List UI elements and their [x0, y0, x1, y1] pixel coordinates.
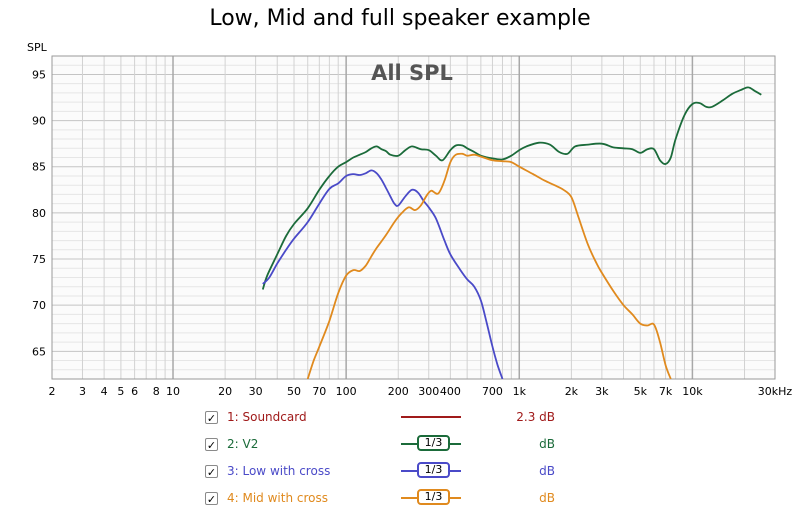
x-tick-label: 2k: [565, 385, 579, 398]
smoothing-label: 1/3: [417, 489, 450, 505]
legend-checkbox-mid[interactable]: ✓: [205, 491, 218, 506]
legend-value: dB: [539, 464, 555, 478]
x-tick-label: 30kHz: [758, 385, 793, 398]
x-tick-label: 8: [153, 385, 160, 398]
plot-frame: [51, 55, 776, 380]
legend-label: 2: V2: [227, 437, 259, 451]
smoothing-label: 1/3: [417, 435, 450, 451]
legend-label: 1: Soundcard: [227, 410, 307, 424]
x-tick-label: 10k: [682, 385, 703, 398]
x-tick-label: 700: [482, 385, 503, 398]
x-tick-label: 50: [287, 385, 301, 398]
x-tick-label: 2: [49, 385, 56, 398]
series-line-1: [261, 86, 762, 290]
y-tick-label: 90: [32, 115, 46, 128]
legend-smoothing-control[interactable]: 1/3: [401, 489, 461, 507]
y-tick-label: 65: [32, 345, 46, 358]
x-tick-label: 7k: [659, 385, 673, 398]
legend-smoothing-control[interactable]: 1/3: [401, 462, 461, 480]
legend-line-sample: [401, 408, 461, 426]
x-tick-label: 1k: [513, 385, 527, 398]
x-tick-label: 200: [388, 385, 409, 398]
x-tick-label: 20: [218, 385, 232, 398]
legend-value: dB: [539, 491, 555, 505]
legend-row-mid[interactable]: ✓ 4: Mid with cross 1/3 dB: [205, 489, 625, 507]
x-tick-label: 3k: [595, 385, 609, 398]
legend-checkbox-soundcard[interactable]: ✓: [205, 410, 218, 425]
series-line-2: [262, 169, 504, 379]
legend-label: 4: Mid with cross: [227, 491, 328, 505]
series-line-3: [306, 152, 672, 379]
x-tick-label: 30: [249, 385, 263, 398]
x-tick-label: 4: [101, 385, 108, 398]
smoothing-label: 1/3: [417, 462, 450, 478]
legend-row-low[interactable]: ✓ 3: Low with cross 1/3 dB: [205, 462, 625, 480]
x-tick-label: 400: [440, 385, 461, 398]
legend-row-v2[interactable]: ✓ 2: V2 1/3 dB: [205, 435, 625, 453]
legend-checkbox-low[interactable]: ✓: [205, 464, 218, 479]
plot-inner-title: All SPL: [371, 61, 453, 85]
y-tick-label: 85: [32, 161, 46, 174]
x-tick-label: 5k: [634, 385, 648, 398]
legend-label: 3: Low with cross: [227, 464, 331, 478]
x-tick-label: 300: [418, 385, 439, 398]
legend-checkbox-v2[interactable]: ✓: [205, 437, 218, 452]
chart-title: Low, Mid and full speaker example: [209, 6, 591, 31]
x-tick-label: 5: [117, 385, 124, 398]
plot-area: [52, 56, 775, 379]
legend-value: dB: [539, 437, 555, 451]
y-tick-label: 80: [32, 207, 46, 220]
legend-row-soundcard[interactable]: ✓ 1: Soundcard 2.3 dB: [205, 408, 625, 426]
y-tick-label: 75: [32, 253, 46, 266]
legend-value: 2.3 dB: [516, 410, 555, 424]
x-tick-label: 3: [79, 385, 86, 398]
x-tick-label: 70: [312, 385, 326, 398]
legend-smoothing-control[interactable]: 1/3: [401, 435, 461, 453]
x-tick-label: 10: [166, 385, 180, 398]
y-tick-label: 95: [32, 68, 46, 81]
y-axis-label: SPL: [27, 41, 48, 54]
x-tick-label: 100: [336, 385, 357, 398]
y-tick-label: 70: [32, 299, 46, 312]
x-tick-label: 6: [131, 385, 138, 398]
